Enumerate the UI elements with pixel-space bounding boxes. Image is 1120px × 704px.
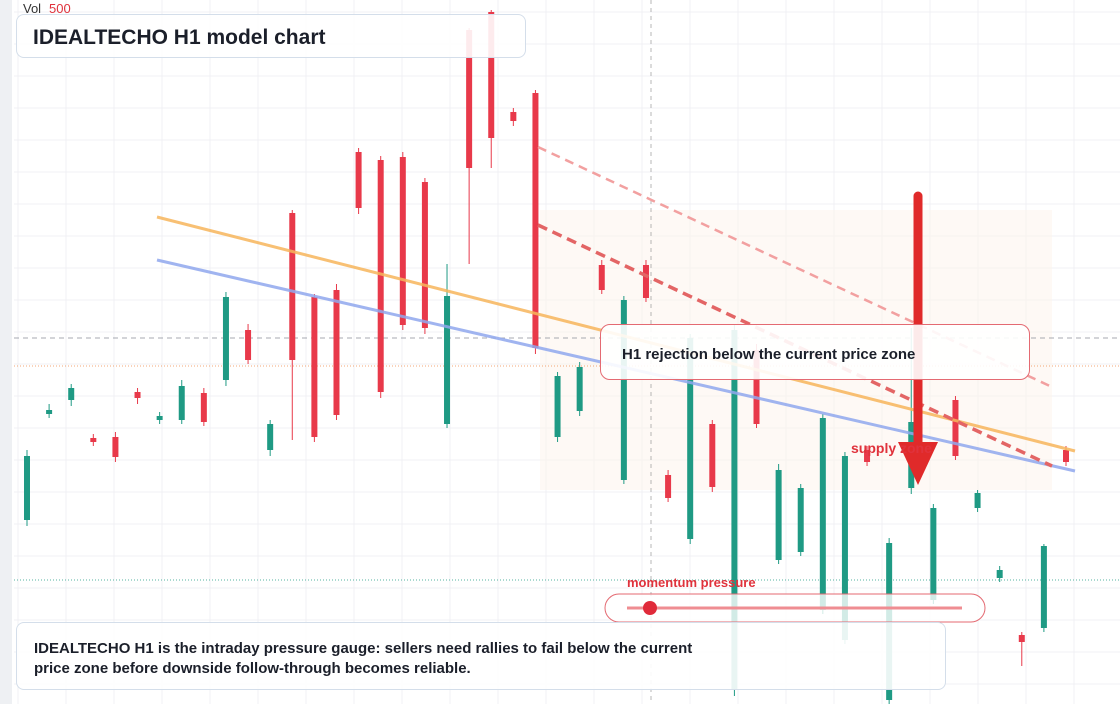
zone-label: supply zone bbox=[851, 440, 932, 456]
volume-value: 500 bbox=[49, 1, 71, 16]
candle-body bbox=[267, 424, 274, 450]
arrow-head bbox=[898, 442, 938, 485]
candle-body bbox=[399, 157, 406, 325]
candle-body bbox=[200, 393, 207, 422]
description-box: IDEALTECHO H1 is the intraday pressure g… bbox=[16, 622, 946, 690]
description-line: price zone before downside follow-throug… bbox=[34, 660, 471, 677]
candle-body bbox=[841, 456, 848, 640]
candle-body bbox=[488, 12, 495, 138]
candle-body bbox=[112, 437, 119, 457]
candles bbox=[24, 10, 1069, 704]
annotation-box: H1 rejection below the current price zon… bbox=[600, 324, 1030, 380]
candle-body bbox=[24, 456, 30, 520]
candle-body bbox=[930, 508, 937, 600]
candle-body bbox=[864, 450, 871, 462]
candle-body bbox=[620, 300, 627, 480]
candle-body bbox=[1063, 450, 1069, 462]
description-line: IDEALTECHO H1 is the intraday pressure g… bbox=[34, 640, 693, 657]
annotation: H1 rejection below the current price zon… bbox=[622, 346, 916, 363]
candle-body bbox=[421, 182, 428, 328]
candle-body bbox=[576, 367, 583, 411]
candle-body bbox=[753, 350, 760, 424]
candle-body bbox=[46, 410, 53, 414]
candle-body bbox=[709, 424, 716, 487]
candle-body bbox=[687, 338, 694, 539]
candle-body bbox=[1018, 635, 1025, 642]
candle-body bbox=[598, 265, 605, 290]
candle-body bbox=[797, 488, 804, 552]
candle-body bbox=[178, 386, 185, 420]
channel-line bbox=[537, 223, 1053, 468]
candle-body bbox=[466, 30, 473, 168]
candle-body bbox=[289, 213, 296, 360]
candle-body bbox=[134, 392, 141, 398]
candle-body bbox=[532, 93, 539, 348]
candle-body bbox=[156, 416, 163, 420]
gauge-knob bbox=[643, 601, 657, 615]
candle-body bbox=[355, 152, 362, 208]
candle-body bbox=[68, 388, 75, 400]
candle-body bbox=[444, 296, 451, 424]
candle-body bbox=[731, 330, 738, 690]
volume-label: Vol bbox=[23, 1, 42, 16]
side-strip bbox=[0, 0, 12, 704]
candle-body bbox=[554, 376, 561, 437]
candle-body bbox=[222, 297, 229, 380]
candle-body bbox=[510, 112, 517, 121]
candle-body bbox=[819, 418, 826, 610]
candle-body bbox=[775, 470, 782, 560]
candle-body bbox=[996, 570, 1003, 578]
title-box: IDEALTECHO H1 model chart bbox=[16, 14, 526, 58]
candle-body bbox=[245, 330, 252, 360]
candle-body bbox=[642, 265, 649, 298]
candle-body bbox=[665, 475, 672, 498]
candle-body bbox=[333, 290, 340, 415]
candle-body bbox=[952, 400, 959, 456]
candle-body bbox=[311, 297, 318, 437]
chart-title: IDEALTECHO H1 model chart bbox=[33, 26, 326, 49]
candle-body bbox=[1040, 546, 1047, 628]
candle-body bbox=[90, 438, 97, 442]
gauge-label: momentum pressure bbox=[627, 575, 756, 590]
candle-body bbox=[377, 160, 384, 392]
candle-body bbox=[974, 493, 981, 508]
